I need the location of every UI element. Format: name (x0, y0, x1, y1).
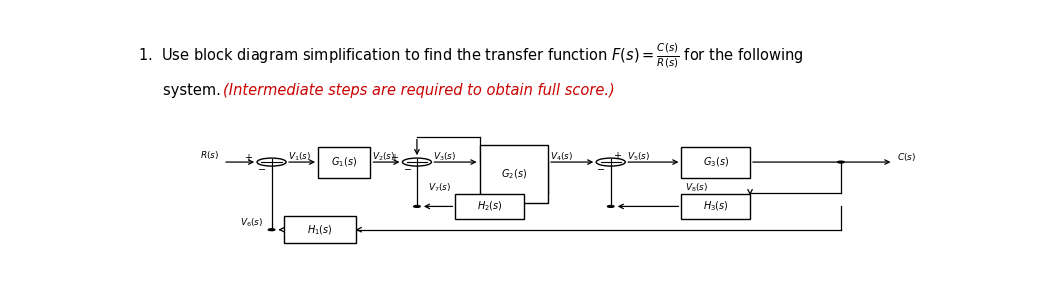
Bar (455, 194, 524, 219)
Text: $+$: $+$ (245, 152, 253, 163)
Text: $V_2(s)$: $V_2(s)$ (372, 150, 396, 163)
Text: $V_4(s)$: $V_4(s)$ (550, 150, 573, 163)
Text: $H_1(s)$: $H_1(s)$ (307, 223, 332, 236)
Circle shape (257, 158, 287, 166)
Text: $+$: $+$ (613, 150, 622, 161)
Text: $-$: $-$ (402, 163, 412, 173)
Text: $+$: $+$ (390, 152, 399, 163)
Circle shape (414, 206, 420, 207)
Text: 1.  Use block diagram simplification to find the transfer function $F(s) = \frac: 1. Use block diagram simplification to f… (139, 41, 804, 70)
Bar (479, 145, 548, 203)
Text: $V_1(s)$: $V_1(s)$ (288, 150, 312, 163)
Bar (681, 194, 750, 219)
Circle shape (269, 229, 275, 231)
Text: $-$: $-$ (257, 163, 267, 173)
Text: (Intermediate steps are required to obtain full score.): (Intermediate steps are required to obta… (223, 83, 615, 98)
Circle shape (402, 158, 431, 166)
Text: $C(s)$: $C(s)$ (897, 151, 917, 162)
Bar (681, 147, 750, 178)
Text: $V_5(s)$: $V_5(s)$ (627, 150, 650, 163)
Text: $V_8(s)$: $V_8(s)$ (686, 181, 709, 194)
Bar (318, 147, 371, 178)
Circle shape (596, 158, 625, 166)
Text: $V_6(s)$: $V_6(s)$ (240, 217, 264, 229)
Text: $V_3(s)$: $V_3(s)$ (433, 150, 456, 163)
Bar (283, 216, 356, 243)
Text: $H_2(s)$: $H_2(s)$ (477, 200, 502, 213)
Text: $-$: $-$ (596, 163, 605, 173)
Text: $V_7(s)$: $V_7(s)$ (428, 181, 451, 194)
Text: $G_2(s)$: $G_2(s)$ (501, 167, 527, 181)
Circle shape (838, 161, 844, 163)
Text: system.: system. (163, 83, 229, 98)
Text: $H_3(s)$: $H_3(s)$ (703, 200, 728, 213)
Text: $G_1(s)$: $G_1(s)$ (331, 155, 357, 169)
Circle shape (607, 206, 614, 207)
Text: $G_3(s)$: $G_3(s)$ (702, 155, 728, 169)
Text: $R(s)$: $R(s)$ (200, 149, 219, 161)
